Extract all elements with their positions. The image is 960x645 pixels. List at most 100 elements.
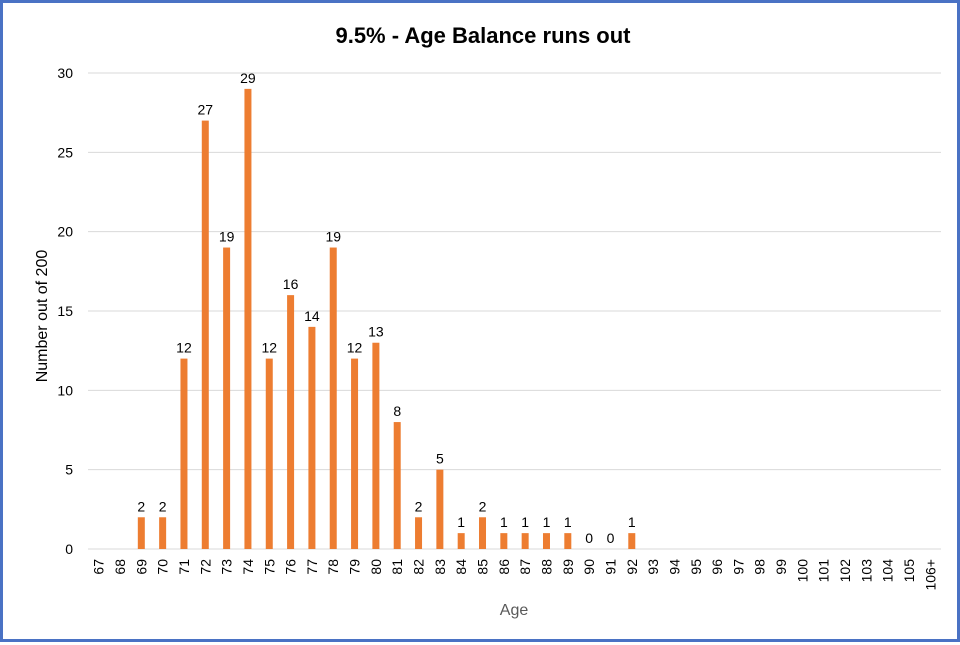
- bar: [415, 517, 423, 549]
- x-tick-label: 98: [752, 559, 768, 575]
- bar: [287, 295, 295, 549]
- x-tick-label: 70: [155, 559, 171, 575]
- x-tick-label: 96: [709, 559, 725, 575]
- bar: [244, 88, 252, 549]
- bar: [393, 422, 401, 549]
- x-tick-label: 73: [219, 559, 235, 575]
- x-tick-label: 82: [411, 559, 427, 575]
- x-tick-label: 89: [560, 559, 576, 575]
- x-tick-label: 87: [517, 559, 533, 575]
- gridlines: [88, 72, 941, 550]
- y-tick-label: 30: [57, 65, 73, 81]
- bar: [180, 358, 188, 549]
- x-tick-label: 102: [837, 559, 853, 583]
- x-tick-label: 93: [645, 559, 661, 575]
- bar: [436, 469, 444, 549]
- data-label: 2: [415, 498, 423, 514]
- data-label: 2: [479, 498, 487, 514]
- x-tick-label: 83: [432, 559, 448, 575]
- x-tick-label: 85: [475, 559, 491, 575]
- data-label: 2: [137, 498, 145, 514]
- data-label: 12: [261, 340, 277, 356]
- data-label: 0: [585, 530, 593, 546]
- data-label: 5: [436, 451, 444, 467]
- x-tick-label: 95: [688, 559, 704, 575]
- x-tick-label: 71: [176, 559, 192, 575]
- x-tick-label: 88: [538, 559, 554, 575]
- bar: [500, 533, 508, 549]
- bar: [372, 342, 380, 549]
- data-label: 27: [197, 102, 213, 118]
- data-label: 0: [607, 530, 615, 546]
- data-label: 19: [325, 229, 341, 245]
- data-label: 12: [347, 340, 363, 356]
- bar: [521, 533, 529, 549]
- bar: [564, 533, 572, 549]
- bar: [457, 533, 465, 549]
- x-tick-label: 74: [240, 559, 256, 575]
- data-label: 1: [457, 514, 465, 530]
- bar: [223, 247, 231, 550]
- x-tick-label: 77: [304, 559, 320, 575]
- data-label: 16: [283, 276, 299, 292]
- x-tick-label: 72: [197, 559, 213, 575]
- data-label: 13: [368, 324, 384, 340]
- data-label: 1: [564, 514, 572, 530]
- x-tick-label: 67: [91, 559, 107, 575]
- data-label: 1: [500, 514, 508, 530]
- bar: [479, 517, 487, 549]
- x-tick-label: 99: [773, 559, 789, 575]
- x-tick-label: 76: [283, 559, 299, 575]
- x-tick-label: 79: [347, 559, 363, 575]
- bar: [351, 358, 359, 549]
- x-tick-label: 106+: [922, 559, 938, 591]
- data-label: 1: [521, 514, 529, 530]
- data-label: 29: [240, 70, 256, 86]
- x-tick-label: 105: [901, 559, 917, 583]
- x-tick-label: 100: [794, 559, 810, 583]
- x-tick-label: 75: [261, 559, 277, 575]
- x-tick-label: 86: [496, 559, 512, 575]
- y-tick-label: 10: [57, 382, 73, 398]
- x-tick-label: 92: [624, 559, 640, 575]
- data-label: 2: [159, 498, 167, 514]
- x-axis-ticks: 67 68 69 70 71 72 73 74 75 76 77 78 79 80 81 82 83 84 85 86…: [91, 559, 939, 591]
- bar: [159, 517, 167, 549]
- x-tick-label: 78: [325, 559, 341, 575]
- x-tick-label: 94: [666, 559, 682, 575]
- data-label: 8: [393, 403, 401, 419]
- bar-chart: 9.5% - Age Balance runs out 051015202530…: [34, 23, 941, 619]
- data-label: 19: [219, 229, 235, 245]
- x-tick-label: 68: [112, 559, 128, 575]
- x-tick-label: 69: [133, 559, 149, 575]
- x-tick-label: 80: [368, 559, 384, 575]
- y-axis-ticks: 0 5 10 15 20 25 30: [57, 65, 73, 557]
- data-label: 1: [543, 514, 551, 530]
- x-tick-label: 90: [581, 559, 597, 575]
- data-label: 1: [628, 514, 636, 530]
- x-tick-label: 81: [389, 559, 405, 575]
- bar: [265, 358, 273, 549]
- data-label: 12: [176, 340, 192, 356]
- x-tick-label: 103: [858, 559, 874, 583]
- bar: [542, 533, 550, 549]
- y-tick-label: 15: [57, 303, 73, 319]
- y-tick-label: 5: [65, 462, 73, 478]
- bar: [628, 533, 636, 549]
- y-tick-label: 20: [57, 224, 73, 240]
- bars: [137, 88, 636, 550]
- x-tick-label: 104: [880, 559, 896, 583]
- x-axis-title: Age: [500, 602, 529, 619]
- x-tick-label: 97: [730, 559, 746, 575]
- chart-title: 9.5% - Age Balance runs out: [335, 23, 631, 48]
- y-tick-label: 25: [57, 144, 73, 160]
- x-tick-label: 91: [602, 559, 618, 575]
- y-tick-label: 0: [65, 541, 73, 557]
- bar: [201, 120, 209, 549]
- y-axis-title: Number out of 200: [34, 250, 51, 383]
- bar: [329, 247, 337, 550]
- x-tick-label: 84: [453, 559, 469, 575]
- bar: [308, 326, 316, 549]
